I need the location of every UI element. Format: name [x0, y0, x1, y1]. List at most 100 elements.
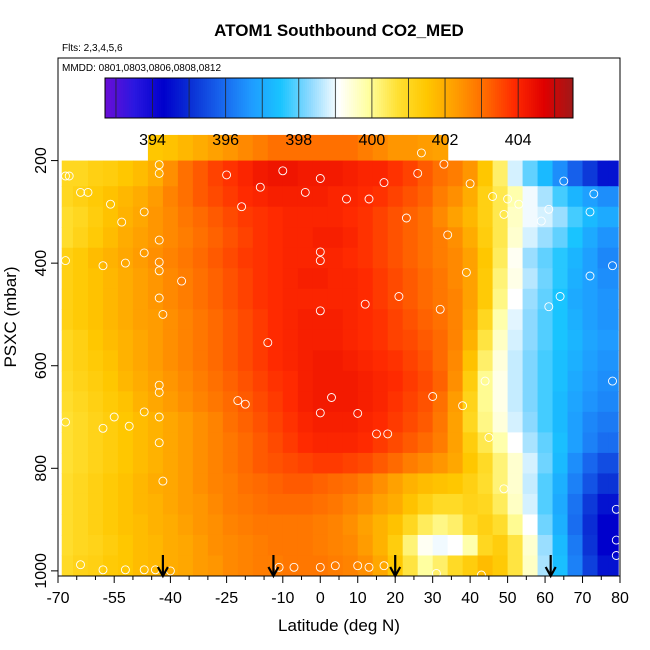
heatmap-cell: [72, 391, 89, 413]
heatmap-cell: [72, 534, 89, 557]
heatmap-cell: [162, 268, 179, 290]
colorbar-segment: [473, 78, 476, 118]
heatmap-cell: [87, 391, 104, 413]
heatmap-cell: [567, 514, 584, 536]
heatmap-cell: [492, 329, 509, 351]
sample-point: [458, 401, 468, 411]
sample-point: [416, 148, 426, 158]
heatmap-cell: [282, 227, 299, 249]
heatmap-cell: [567, 370, 584, 392]
sample-point: [611, 551, 620, 560]
heatmap-cell: [477, 160, 494, 187]
heatmap-cell: [597, 391, 610, 413]
heatmap-cell: [432, 309, 449, 331]
heatmap-cell: [252, 452, 269, 475]
heatmap-cell: [61, 160, 74, 187]
heatmap-cell: [312, 391, 329, 413]
sample-point: [544, 204, 554, 214]
heatmap-cell: [72, 452, 89, 475]
colorbar-segment: [527, 78, 530, 118]
heatmap-cell: [87, 247, 104, 269]
heatmap-cell: [417, 206, 434, 228]
heatmap-cell: [327, 186, 344, 208]
colorbar-segment: [227, 78, 230, 118]
colorbar-segment: [187, 78, 190, 118]
colorbar-segment: [139, 78, 142, 118]
heatmap-cell: [252, 309, 269, 331]
heatmap-cell: [102, 160, 119, 187]
sample-point: [233, 396, 243, 406]
sample-point: [240, 399, 250, 409]
heatmap-cell: [207, 350, 224, 372]
colorbar-segment: [565, 78, 568, 118]
sample-point: [443, 230, 453, 240]
heatmap-cell: [522, 350, 539, 372]
colorbar-segment: [499, 78, 502, 118]
heatmap-cell: [462, 288, 479, 310]
heatmap-cell: [267, 473, 284, 495]
colorbar-segment: [273, 78, 276, 118]
heatmap-cell: [608, 432, 619, 454]
heatmap-cell: [222, 206, 239, 228]
colorbar-segment: [127, 78, 130, 118]
colorbar-segment: [113, 78, 116, 118]
colorbar-segment: [193, 78, 196, 118]
heatmap-cell: [192, 370, 209, 392]
heatmap-cell: [608, 247, 619, 269]
heatmap-cell: [447, 350, 464, 372]
colorbar-segment: [259, 78, 262, 118]
heatmap-cell: [162, 134, 179, 162]
sample-point: [106, 199, 115, 209]
heatmap-cell: [267, 370, 284, 392]
heatmap-cell: [552, 514, 569, 536]
heatmap-cell: [417, 288, 434, 310]
sample-point: [274, 562, 284, 572]
colorbar-segment: [237, 78, 240, 118]
heatmap-cell: [282, 411, 299, 433]
heatmap-cell: [222, 534, 239, 557]
colorbar-segment: [385, 78, 388, 118]
heatmap-cell: [537, 160, 554, 187]
sample-point: [315, 408, 325, 418]
heatmap-cell: [177, 350, 194, 372]
colorbar-segment: [571, 78, 574, 118]
heatmap-cell: [252, 186, 269, 208]
heatmap-cell: [117, 370, 134, 392]
colorbar-segment: [569, 78, 572, 118]
colorbar-segment: [491, 78, 494, 118]
colorbar-segment: [219, 78, 222, 118]
colorbar-segment: [143, 78, 146, 118]
heatmap-cell: [387, 247, 404, 269]
colorbar-segment: [201, 78, 204, 118]
colorbar-segment: [173, 78, 176, 118]
heatmap-cell: [507, 411, 524, 433]
colorbar-segment: [459, 78, 462, 118]
colorbar-segment: [135, 78, 138, 118]
heatmap-cell: [177, 160, 194, 187]
sample-point: [154, 387, 164, 397]
heatmap-cell: [477, 309, 494, 331]
heatmap-cell: [342, 350, 359, 372]
colorbar-segment: [409, 78, 412, 118]
heatmap-cell: [342, 134, 359, 162]
heatmap-cell: [192, 514, 209, 536]
colorbar-segment: [199, 78, 202, 118]
colorbar-segment: [357, 78, 360, 118]
colorbar-segment: [235, 78, 238, 118]
sample-point: [401, 213, 411, 223]
heatmap-cell: [342, 555, 359, 576]
heatmap-cell: [327, 350, 344, 372]
sample-point: [98, 423, 108, 433]
colorbar-segment: [567, 78, 570, 118]
heatmap-cell: [177, 514, 194, 536]
colorbar-segment: [497, 78, 500, 118]
heatmap-cell: [552, 473, 569, 495]
heatmap-cell: [462, 186, 479, 208]
heatmap-cell: [357, 370, 374, 392]
heatmap-cell: [342, 329, 359, 351]
heatmap-cell: [192, 411, 209, 433]
heatmap-cell: [567, 350, 584, 372]
heatmap-cell: [222, 411, 239, 433]
colorbar-segment: [309, 78, 312, 118]
heatmap-cell: [312, 247, 329, 269]
